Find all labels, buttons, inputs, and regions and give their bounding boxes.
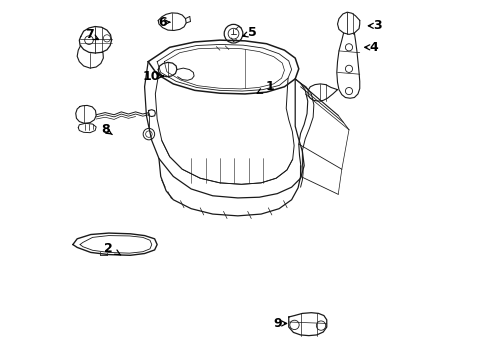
Text: 3: 3 <box>368 19 382 32</box>
Text: 8: 8 <box>101 123 112 136</box>
Text: 2: 2 <box>104 242 121 255</box>
Text: 5: 5 <box>243 27 257 40</box>
Text: 9: 9 <box>273 317 287 330</box>
Text: 4: 4 <box>365 41 378 54</box>
Text: 7: 7 <box>85 28 98 41</box>
Text: 10: 10 <box>143 69 164 82</box>
Text: 1: 1 <box>257 80 274 93</box>
Text: 6: 6 <box>158 16 170 29</box>
